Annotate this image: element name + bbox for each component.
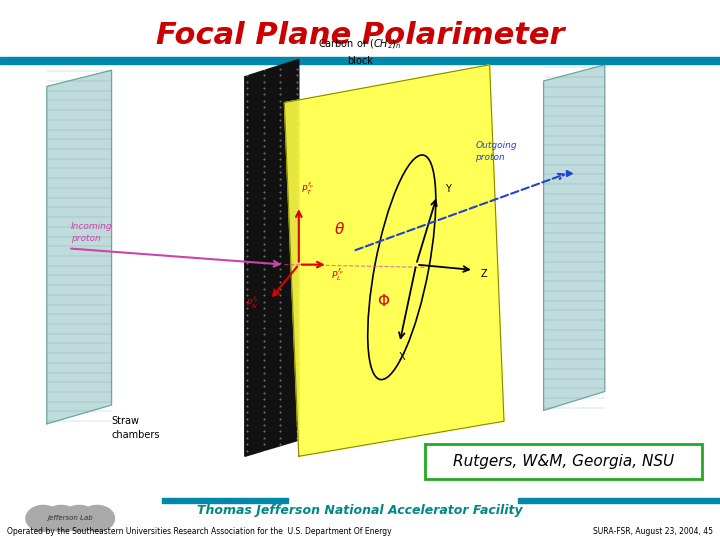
Text: $P_T^{f_p}$: $P_T^{f_p}$ [301, 180, 314, 197]
Text: Z: Z [481, 269, 487, 279]
Circle shape [62, 505, 96, 531]
Text: proton: proton [475, 153, 505, 162]
Circle shape [26, 505, 60, 531]
Text: $P_L^{f_p}$: $P_L^{f_p}$ [331, 266, 344, 282]
Text: Carbon or $(CH_2)_n$: Carbon or $(CH_2)_n$ [318, 38, 402, 51]
Bar [518, 498, 720, 503]
Text: $\Phi$: $\Phi$ [377, 293, 390, 309]
Circle shape [80, 505, 114, 531]
Text: Y: Y [445, 184, 451, 194]
Text: X: X [398, 352, 405, 362]
Text: Operated by the Southeastern Universities Research Association for the  U.S. Dep: Operated by the Southeastern Universitie… [7, 528, 392, 536]
Polygon shape [544, 65, 605, 410]
Polygon shape [245, 59, 299, 456]
FancyBboxPatch shape [425, 444, 702, 479]
Circle shape [44, 505, 78, 531]
Bar [0, 65, 720, 467]
Text: Jefferson Lab: Jefferson Lab [47, 515, 93, 522]
Text: block: block [347, 56, 373, 66]
Text: Incoming: Incoming [71, 222, 112, 231]
Bar [0, 57, 720, 64]
Bar [162, 498, 288, 503]
Text: Straw: Straw [112, 416, 140, 426]
Text: $P_N^{f_p}$: $P_N^{f_p}$ [246, 294, 259, 311]
Text: chambers: chambers [112, 430, 160, 441]
Text: SURA-FSR, August 23, 2004, 45: SURA-FSR, August 23, 2004, 45 [593, 528, 713, 536]
Polygon shape [47, 70, 112, 424]
Text: $\theta$: $\theta$ [334, 221, 346, 238]
Text: Thomas Jefferson National Accelerator Facility: Thomas Jefferson National Accelerator Fa… [197, 504, 523, 517]
Polygon shape [284, 65, 504, 456]
Text: proton: proton [71, 234, 100, 243]
Text: Outgoing: Outgoing [475, 141, 517, 150]
Text: Focal Plane Polarimeter: Focal Plane Polarimeter [156, 21, 564, 50]
Text: Rutgers, W&M, Georgia, NSU: Rutgers, W&M, Georgia, NSU [453, 454, 674, 469]
